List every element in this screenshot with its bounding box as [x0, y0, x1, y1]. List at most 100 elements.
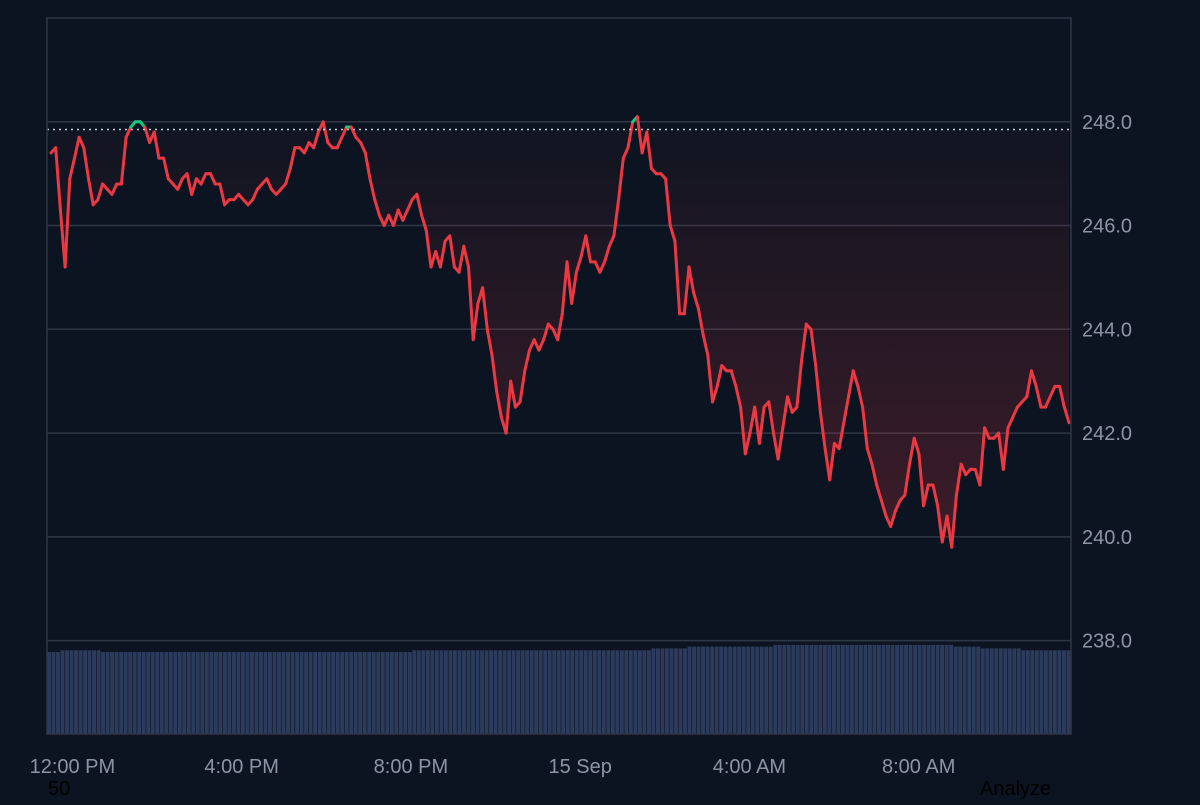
volume-bar: [813, 644, 818, 734]
plot-frame: [46, 17, 1072, 735]
volume-bar: [358, 652, 363, 734]
price-segment: [1058, 384, 1066, 409]
volume-bar: [65, 650, 69, 734]
volume-bar: [895, 644, 899, 734]
volume-bar: [949, 644, 954, 734]
volume-bar: [931, 644, 936, 734]
analyze-button[interactable]: Analyze: [980, 778, 1052, 800]
volume-bar: [750, 646, 755, 734]
volume-bar: [840, 644, 845, 734]
volume-bar: [74, 650, 78, 734]
volume-bar: [588, 650, 593, 734]
volume-bar: [137, 652, 142, 734]
price-segment: [603, 244, 611, 264]
volume-bar: [416, 650, 421, 734]
volume-bar: [290, 652, 295, 734]
volume-bar: [209, 652, 214, 734]
price-segment: [73, 135, 81, 160]
volume-bar: [732, 646, 737, 734]
volume-bar: [367, 652, 372, 734]
volume-bar: [484, 650, 489, 734]
volume-bar: [962, 646, 967, 734]
price-segment: [818, 410, 827, 451]
volume-bar: [628, 650, 633, 734]
price-segment: [776, 426, 785, 461]
volume-bar: [507, 650, 512, 734]
volume-bar: [615, 650, 620, 734]
volume-bar: [186, 652, 191, 734]
volume-bar: [958, 646, 963, 734]
volume-bar: [534, 650, 539, 734]
volume-bar: [782, 644, 787, 734]
volume-bar: [786, 644, 791, 734]
volume-bar: [83, 650, 87, 734]
volume-bar: [493, 650, 498, 734]
price-segment: [978, 426, 987, 487]
volume-bar: [601, 650, 606, 734]
price-segment: [77, 135, 86, 150]
price-segment: [288, 146, 297, 170]
volume-bar: [980, 648, 985, 734]
volume-bar: [313, 652, 318, 734]
volume-bar: [480, 650, 484, 734]
volume-bar: [168, 652, 173, 734]
price-line[interactable]: [49, 115, 1071, 549]
volume-bar: [1012, 648, 1017, 734]
price-segment: [847, 369, 855, 399]
volume-bar: [240, 652, 245, 734]
volume-bar: [908, 644, 913, 734]
volume-bar: [565, 650, 570, 734]
price-segment: [185, 172, 194, 196]
volume-bar: [331, 652, 336, 734]
price-segment: [490, 353, 499, 394]
volume-bar: [236, 652, 241, 734]
volume-bar: [105, 652, 110, 734]
price-segment: [302, 141, 311, 155]
price-segment: [373, 198, 381, 217]
price-segment: [795, 358, 804, 409]
volume-bar: [344, 652, 349, 734]
price-segment: [424, 229, 433, 269]
price-segment: [495, 390, 503, 419]
price-segment: [621, 146, 630, 160]
volume-bar: [809, 644, 814, 734]
volume-bar: [281, 652, 286, 734]
price-segment: [518, 369, 527, 404]
price-segment: [865, 447, 874, 466]
price-segment: [584, 234, 592, 264]
price-segment: [809, 327, 818, 368]
price-segment: [673, 239, 682, 316]
volume-bar: [651, 648, 656, 734]
volume-bar: [1003, 648, 1008, 734]
volume-bar: [755, 646, 760, 734]
price-segment: [485, 327, 494, 357]
price-segment: [209, 172, 217, 186]
price-segment: [152, 130, 161, 160]
volume-bar: [940, 644, 945, 734]
volume-bar: [96, 650, 101, 734]
volume-bar: [827, 644, 832, 734]
price-segment: [565, 260, 574, 305]
price-segment: [696, 307, 705, 336]
volume-bar: [322, 652, 327, 734]
price-segment: [392, 208, 400, 227]
volume-bar: [678, 648, 683, 734]
volume-bar: [425, 650, 430, 734]
volume-bar: [498, 650, 503, 734]
volume-bar: [412, 650, 417, 734]
price-segment: [368, 177, 377, 202]
price-segment: [537, 338, 546, 352]
volume-bar: [457, 650, 462, 734]
volume-bar: [92, 650, 97, 734]
volume-bar: [78, 650, 83, 734]
volume-bar: [286, 652, 290, 734]
volume-bar: [872, 644, 877, 734]
x-tick-label: 15 Sep: [548, 756, 611, 778]
volume-bar: [101, 652, 106, 734]
price-segment: [401, 208, 409, 222]
volume-bar: [317, 652, 322, 734]
volume-bar: [741, 646, 746, 734]
price-segment: [335, 135, 344, 150]
